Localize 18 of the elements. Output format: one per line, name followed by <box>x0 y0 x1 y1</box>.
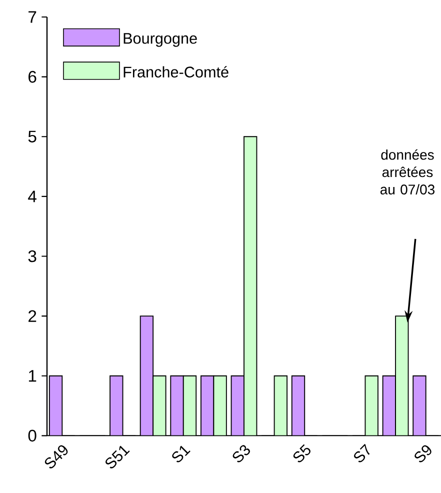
legend-label: Franche-Comté <box>124 66 228 78</box>
y-tick-label: 5 <box>28 130 36 142</box>
y-tick-label: 4 <box>28 190 36 202</box>
legend-label: Bourgogne <box>124 33 197 47</box>
x-tick-label: S49 <box>44 445 68 468</box>
x-tick-label: S51 <box>106 446 130 468</box>
x-tick-label: S5 <box>293 444 310 462</box>
x-tick-label: S1 <box>172 446 190 462</box>
y-tick-label: 0 <box>28 430 36 442</box>
x-tick-label: S3 <box>232 445 250 462</box>
y-tick-label: 6 <box>28 70 36 83</box>
y-tick-label: 2 <box>28 310 36 322</box>
y-tick-label: 1 <box>28 370 36 382</box>
annotation: données arrêtées au 07/03 <box>380 149 435 194</box>
x-tick-label: S9 <box>414 445 432 462</box>
x-tick-label: S7 <box>354 444 370 462</box>
y-tick-label: 3 <box>28 250 36 262</box>
y-tick-label: 7 <box>28 11 36 23</box>
